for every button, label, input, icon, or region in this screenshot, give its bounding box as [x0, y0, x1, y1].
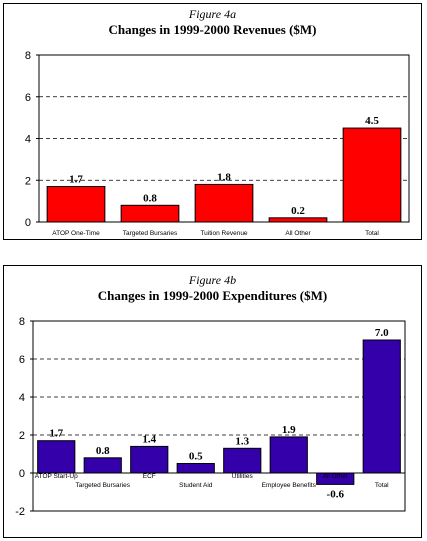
y-tick-label: 2 [19, 430, 25, 442]
expenditures-chart-panel: Figure 4b Changes in 1999-2000 Expenditu… [3, 265, 422, 538]
data-label: 1.4 [142, 433, 156, 445]
data-label: 1.7 [69, 174, 83, 186]
expenditures-chart: -2 0 2 4 6 8 1.7 ATOP Start-Up 0.8 Targeted Bursa… [15, 316, 406, 518]
category-label: ATOP One-Time [52, 230, 100, 237]
data-label: 0.2 [291, 205, 305, 217]
revenues-chart: 0 2 4 6 8 1.7 ATOP One-Time 0.8 Targeted Bursari… [25, 50, 410, 237]
y-tick-label: 4 [25, 134, 31, 146]
category-label: Total [365, 230, 379, 237]
bar [46, 186, 106, 223]
category-label: Tuition Revenue [200, 230, 247, 237]
category-label: ATOP Start-Up [35, 473, 78, 480]
bar [342, 127, 402, 223]
plot-area [32, 320, 406, 512]
data-label: 1.8 [217, 171, 231, 183]
bar [223, 447, 262, 474]
category-label: Total [375, 482, 389, 489]
figure-label: Figure 4b [188, 273, 237, 287]
bar [83, 457, 122, 474]
category-label: Targeted Bursaries [75, 482, 130, 489]
bar [268, 217, 328, 223]
y-tick-label: -2 [15, 506, 25, 518]
data-label: 0.8 [96, 445, 110, 457]
y-tick-label: 4 [19, 392, 25, 404]
y-tick-label: 0 [25, 217, 31, 229]
category-label: ECF [143, 473, 156, 480]
y-tick-label: 6 [25, 92, 31, 104]
revenues-chart-panel: Figure 4a Changes in 1999-2000 Revenues … [3, 3, 422, 240]
bar [316, 472, 355, 485]
bar [176, 463, 215, 474]
category-label: Student Aid [179, 482, 213, 489]
data-label: 0.5 [189, 451, 203, 463]
data-label: 1.9 [282, 424, 296, 436]
figure-label: Figure 4a [188, 7, 237, 21]
bar [120, 204, 180, 223]
category-label: All Other [285, 230, 311, 237]
data-label: -0.6 [327, 488, 345, 500]
bar [130, 445, 169, 474]
bar [37, 440, 76, 474]
category-label: Employee Benefits [262, 482, 317, 489]
chart-title: Changes in 1999-2000 Expenditures ($M) [97, 288, 328, 303]
y-tick-label: 0 [19, 468, 25, 480]
y-tick-label: 2 [25, 175, 31, 187]
category-label: Utilities [232, 473, 254, 480]
data-label: 1.7 [49, 428, 63, 440]
category-label: Targeted Bursaries [123, 230, 178, 237]
y-tick-label: 6 [19, 354, 25, 366]
chart-title: Changes in 1999-2000 Revenues ($M) [108, 22, 317, 37]
y-tick-label: 8 [25, 50, 31, 62]
bar [194, 183, 254, 223]
data-label: 7.0 [375, 327, 389, 339]
bar [269, 436, 308, 474]
data-label: 4.5 [365, 115, 379, 127]
data-label: 0.8 [143, 192, 157, 204]
data-label: 1.3 [235, 435, 249, 447]
y-tick-label: 8 [19, 316, 25, 328]
category-label: All Other [323, 473, 349, 480]
bar [362, 339, 401, 474]
